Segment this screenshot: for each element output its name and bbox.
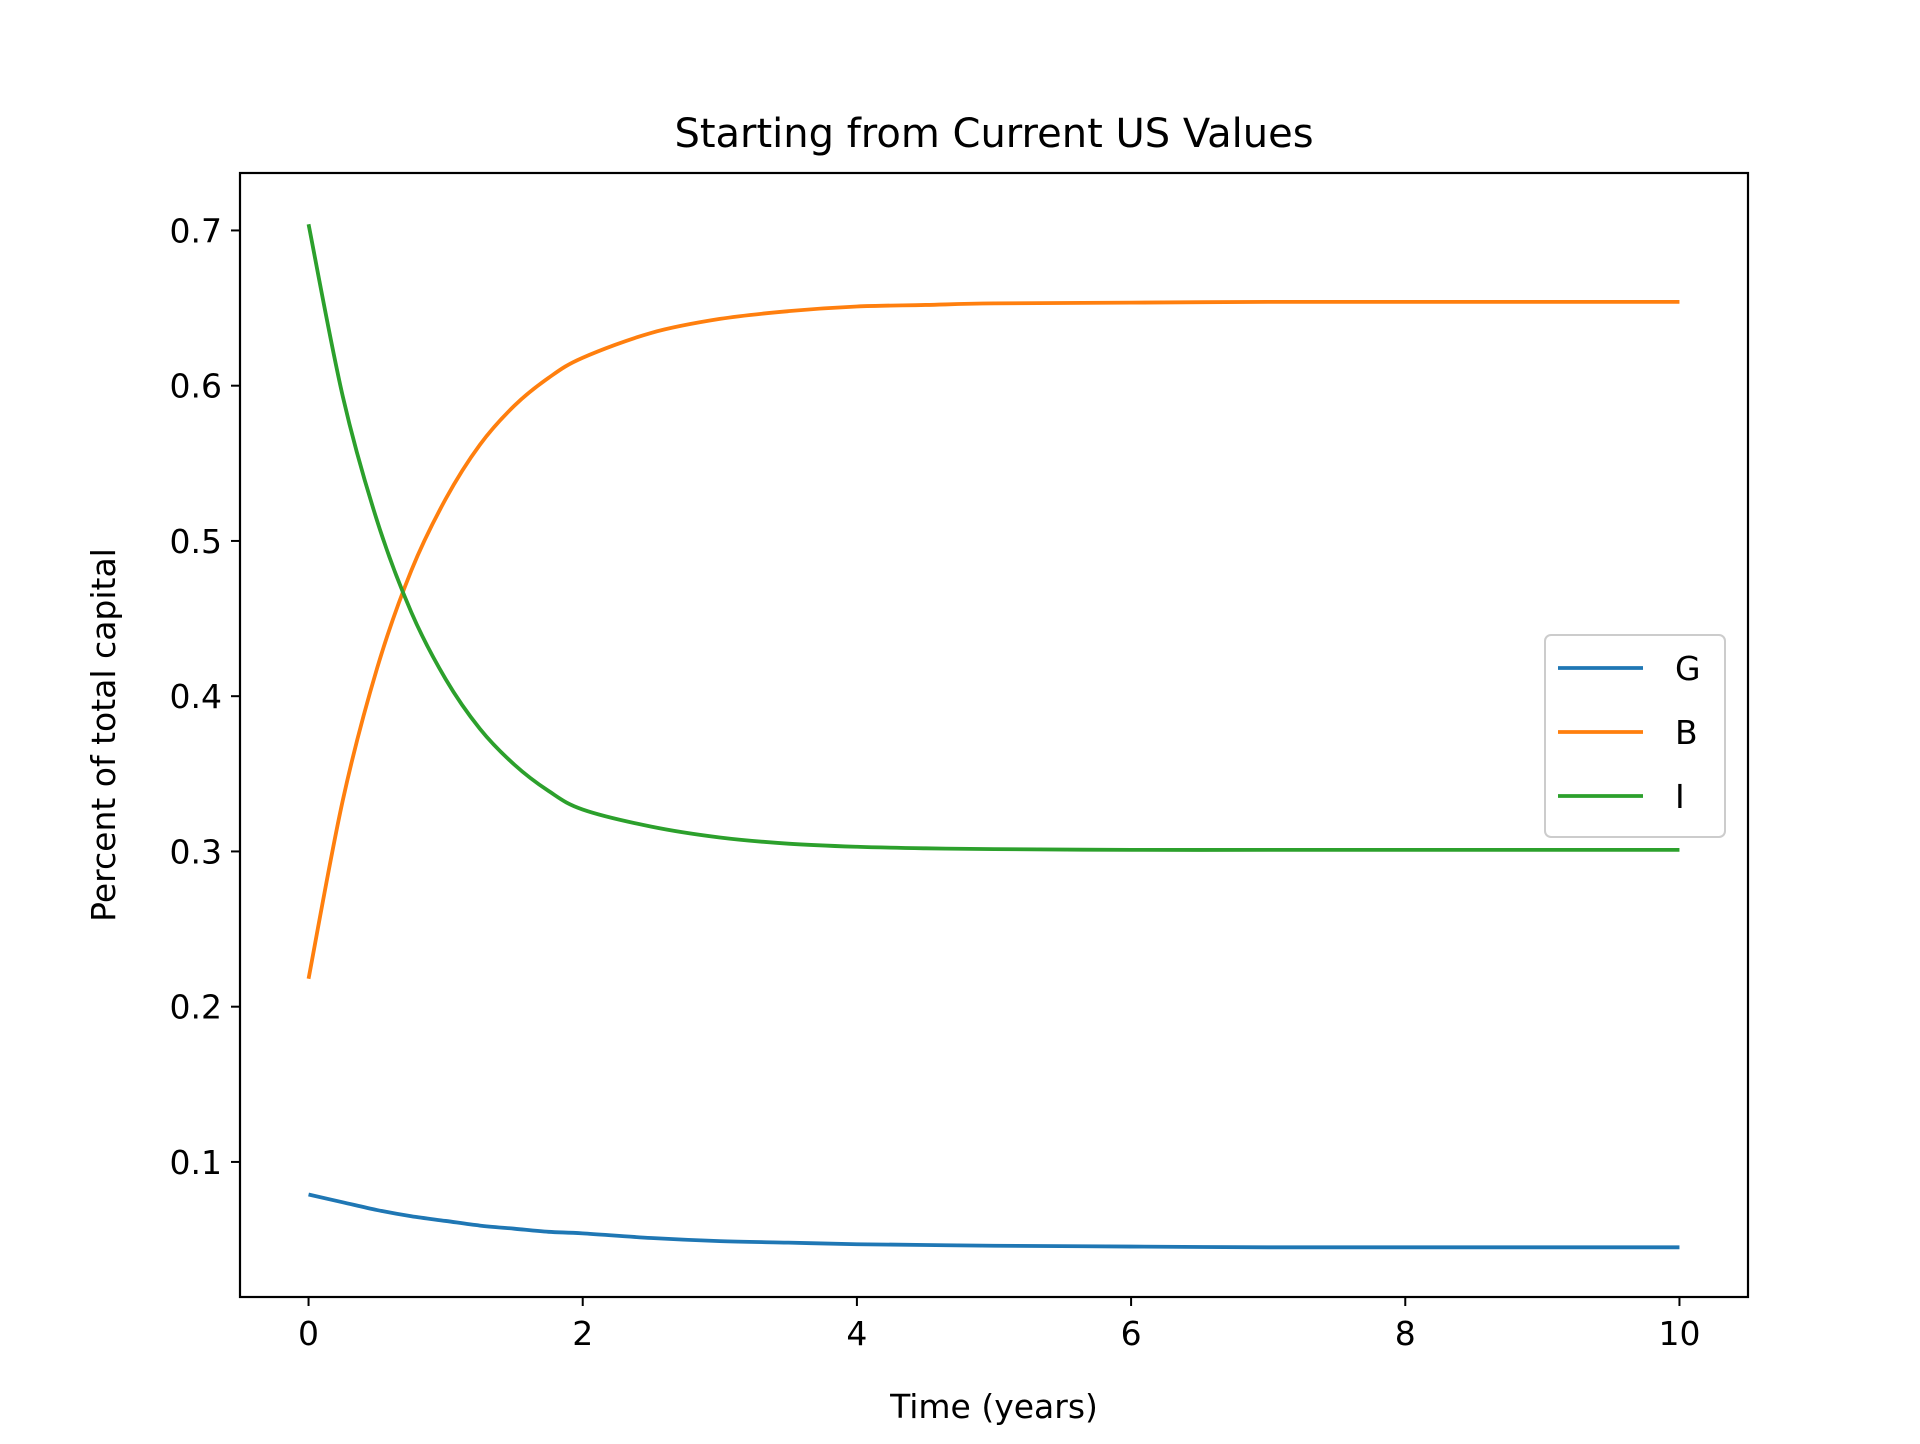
y-tick-label: 0.6	[170, 367, 222, 406]
x-tick-label: 6	[1121, 1314, 1142, 1353]
y-tick-label: 0.3	[170, 832, 222, 871]
x-axis-ticks: 0 2 4 6 8 10	[298, 1297, 1700, 1353]
chart-title: Starting from Current US Values	[674, 111, 1313, 157]
y-tick-label: 0.5	[170, 522, 222, 561]
legend-label-B: B	[1675, 713, 1698, 752]
y-axis-ticks: 0.1 0.2 0.3 0.4 0.5 0.6 0.7	[170, 211, 240, 1182]
y-tick-label: 0.1	[170, 1143, 222, 1182]
series-line-I	[306, 223, 1680, 852]
y-tick-label: 0.2	[170, 988, 222, 1027]
x-tick-label: 2	[572, 1314, 593, 1353]
series-line-B	[306, 299, 1680, 980]
x-tick-label: 0	[298, 1314, 319, 1353]
x-tick-label: 4	[846, 1314, 867, 1353]
x-tick-label: 8	[1395, 1314, 1416, 1353]
y-axis-label: Percent of total capital	[84, 548, 123, 922]
legend-frame	[1544, 634, 1726, 838]
legend-label-I: I	[1675, 777, 1685, 816]
x-axis-label: Time (years)	[889, 1387, 1098, 1426]
y-tick-label: 0.7	[170, 211, 222, 250]
legend-items: GBI	[1558, 649, 1701, 816]
legend-label-G: G	[1675, 649, 1701, 688]
x-tick-label: 10	[1658, 1314, 1700, 1353]
series-lines	[306, 223, 1680, 1250]
plot-frame	[238, 171, 1750, 1299]
series-line-G	[308, 1192, 1680, 1250]
y-tick-label: 0.4	[170, 677, 222, 716]
legend: GBI	[1544, 634, 1726, 838]
